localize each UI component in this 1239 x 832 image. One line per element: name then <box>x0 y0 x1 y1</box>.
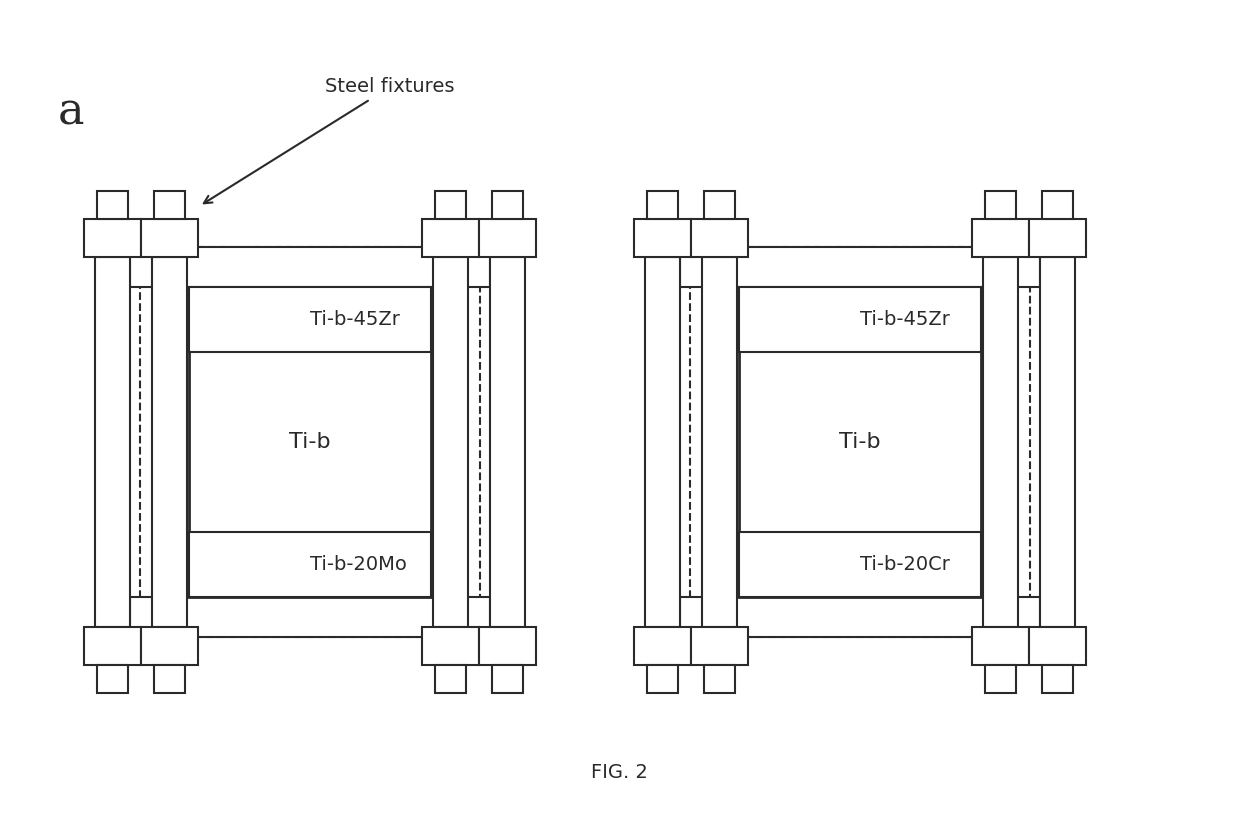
Bar <box>422 219 479 257</box>
Bar <box>1042 191 1073 219</box>
Bar <box>435 665 466 693</box>
Text: Steel fixtures: Steel fixtures <box>204 77 455 203</box>
Bar <box>973 219 1030 257</box>
Bar <box>985 665 1016 693</box>
Bar <box>140 247 479 637</box>
Bar <box>983 257 1018 627</box>
Bar <box>190 287 431 597</box>
Bar <box>154 665 185 693</box>
Bar <box>703 257 737 627</box>
Bar <box>141 627 198 665</box>
Text: Ti-b-20Cr: Ti-b-20Cr <box>860 555 950 574</box>
Bar <box>691 219 748 257</box>
Bar <box>738 287 981 352</box>
Bar <box>680 597 1040 637</box>
Bar <box>97 191 128 219</box>
Bar <box>690 247 1030 637</box>
Text: Ti-b: Ti-b <box>289 432 331 452</box>
Text: FIG. 2: FIG. 2 <box>591 762 648 781</box>
Bar <box>489 257 525 627</box>
Bar <box>84 627 141 665</box>
Bar <box>152 257 187 627</box>
Bar <box>95 257 130 627</box>
Bar <box>190 532 431 597</box>
Text: Ti-b-20Mo: Ti-b-20Mo <box>310 555 406 574</box>
Bar <box>985 191 1016 219</box>
Bar <box>646 257 680 627</box>
Text: Ti-b: Ti-b <box>839 432 881 452</box>
Text: Ti-b-45Zr: Ti-b-45Zr <box>860 310 950 329</box>
Bar <box>647 191 678 219</box>
Bar <box>492 665 523 693</box>
Bar <box>154 191 185 219</box>
Bar <box>1042 665 1073 693</box>
Bar <box>704 191 735 219</box>
Bar <box>422 627 479 665</box>
Bar <box>97 665 128 693</box>
Bar <box>738 287 981 597</box>
Bar <box>492 191 523 219</box>
Bar <box>1030 627 1087 665</box>
Bar <box>973 627 1030 665</box>
Bar <box>130 247 489 287</box>
Bar <box>704 665 735 693</box>
Bar <box>691 627 748 665</box>
Bar <box>141 219 198 257</box>
Bar <box>479 627 536 665</box>
Bar <box>634 219 691 257</box>
Bar <box>479 219 536 257</box>
Bar <box>435 191 466 219</box>
Bar <box>1040 257 1075 627</box>
Bar <box>432 257 468 627</box>
Bar <box>1030 219 1087 257</box>
Bar <box>190 287 431 352</box>
Bar <box>680 247 1040 287</box>
Bar <box>647 665 678 693</box>
Bar <box>634 627 691 665</box>
Text: Ti-b-45Zr: Ti-b-45Zr <box>310 310 400 329</box>
Bar <box>84 219 141 257</box>
Bar <box>130 597 489 637</box>
Bar <box>738 532 981 597</box>
Text: a: a <box>58 90 84 133</box>
